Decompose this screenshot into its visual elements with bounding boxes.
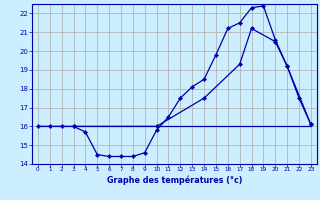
X-axis label: Graphe des températures (°c): Graphe des températures (°c): [107, 175, 242, 185]
